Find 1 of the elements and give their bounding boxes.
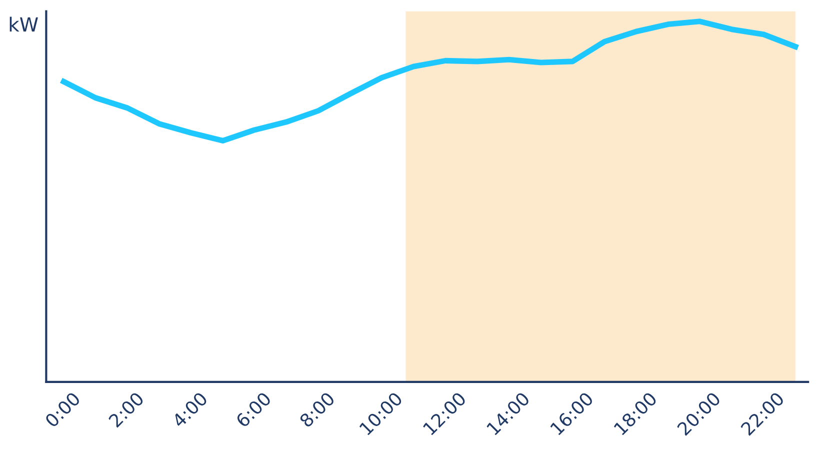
y-axis-title: kW <box>10 16 38 32</box>
